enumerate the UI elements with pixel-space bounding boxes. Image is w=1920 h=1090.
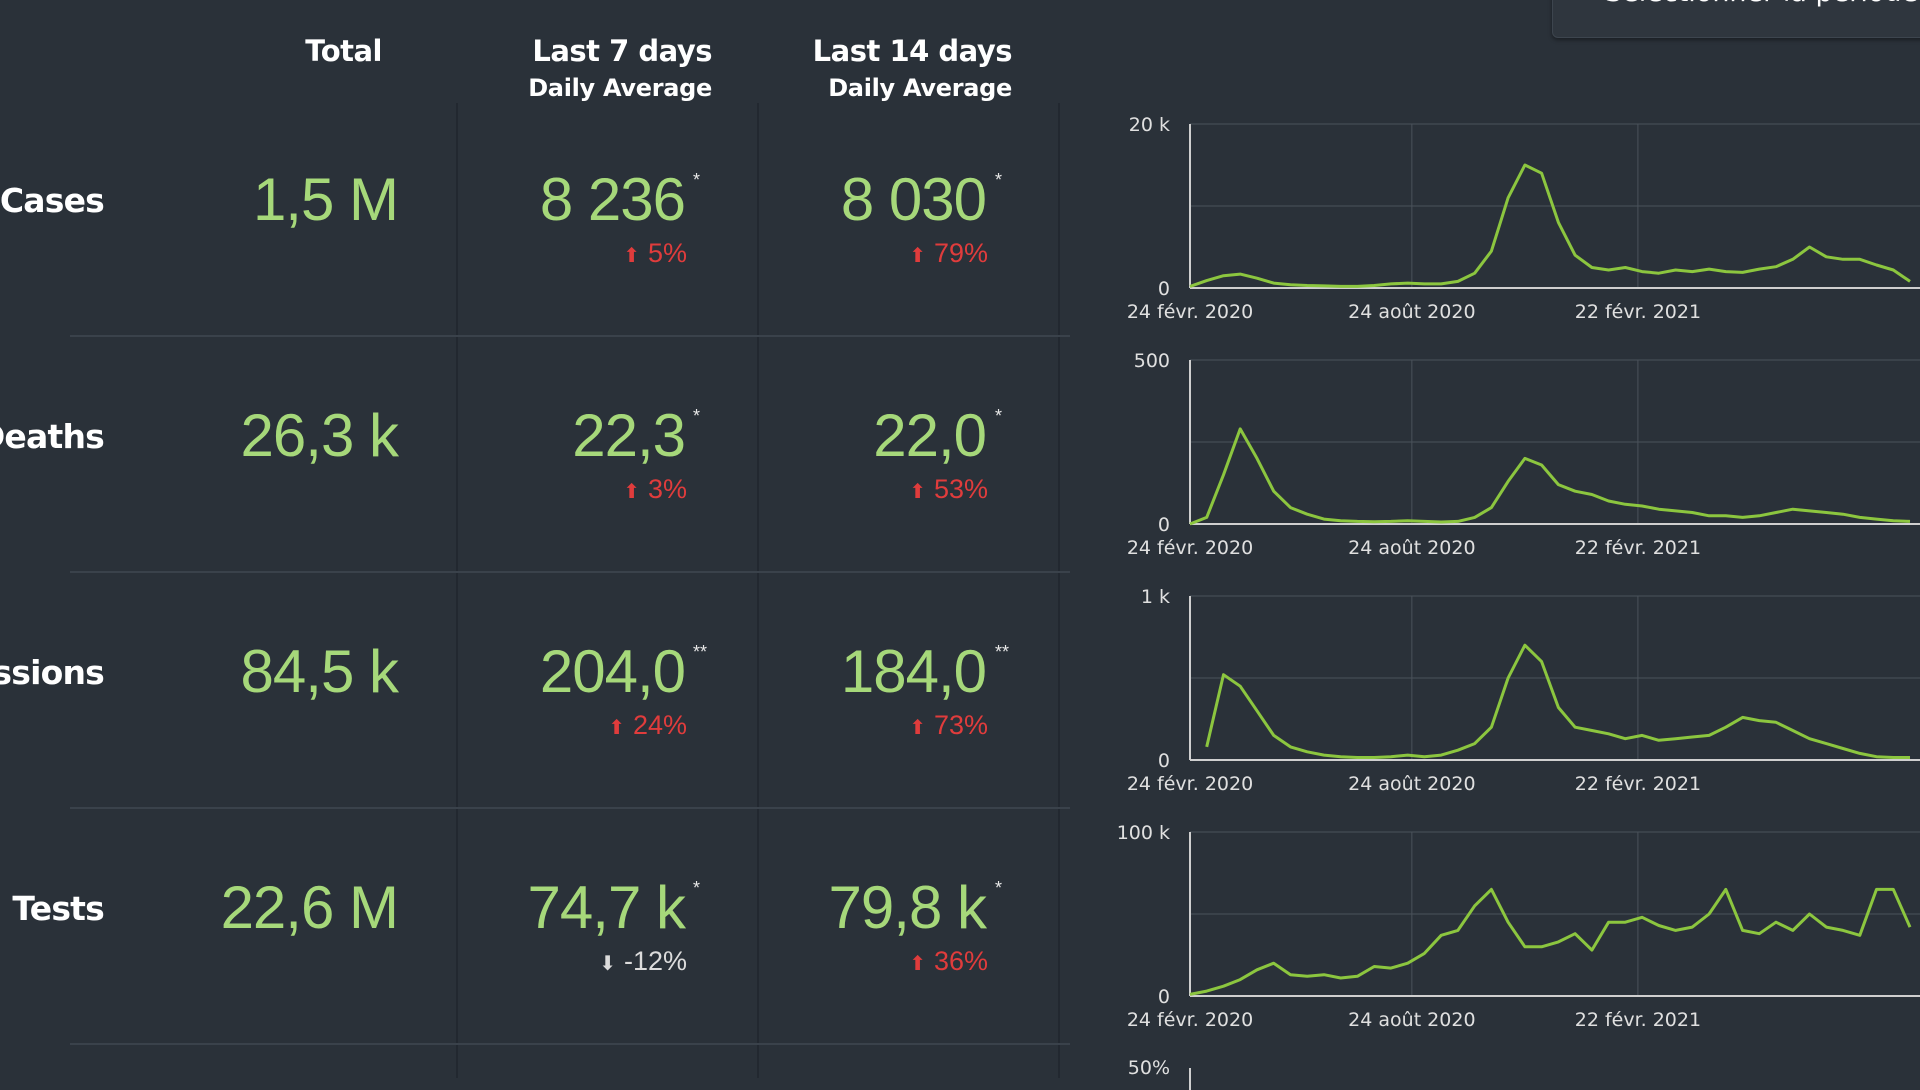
row-divider	[70, 335, 1070, 337]
x-tick-label: 24 août 2020	[1348, 537, 1475, 559]
arrow-up-icon: ⬆	[909, 481, 926, 503]
column-divider	[1058, 103, 1060, 1078]
x-tick-label: 24 févr. 2020	[1127, 1009, 1253, 1031]
avg14-change-text: 79%	[933, 238, 988, 268]
avg14-footnote-mark: *	[995, 406, 1003, 426]
avg7-value: 204,0	[539, 638, 686, 705]
y-tick-label: 0	[1158, 986, 1170, 1008]
row-divider	[70, 571, 1070, 573]
avg14-change-text: 53%	[933, 474, 988, 504]
row-label: Cases	[0, 181, 105, 220]
avg14-value: 184,0	[840, 638, 987, 705]
x-tick-label: 22 févr. 2021	[1575, 1009, 1701, 1031]
row-divider	[70, 807, 1070, 809]
avg14-change: ⬆ 53%	[909, 474, 988, 505]
x-tick-label: 22 févr. 2021	[1575, 773, 1701, 795]
x-tick-label: 24 août 2020	[1348, 773, 1475, 795]
trend-chart: 500 024 févr. 2020 24 août 2020 22 févr. 20…	[1127, 350, 1920, 559]
y-tick-label: 1 k	[1141, 586, 1170, 608]
trend-chart: 20 k 024 févr. 2020 24 août 2020 22 févr. 2…	[1127, 114, 1920, 323]
y-tick-label: 20 k	[1129, 114, 1170, 136]
avg14-value: 79,8 k	[828, 874, 987, 941]
total-value: 84,5 k	[240, 638, 399, 705]
arrow-up-icon: ⬆	[909, 953, 926, 975]
avg14-change-text: 73%	[933, 710, 988, 740]
x-tick-label: 24 août 2020	[1348, 301, 1475, 323]
y-tick-label: 50%	[1128, 1057, 1170, 1079]
column-divider	[757, 103, 759, 1078]
total-value: 1,5 M	[252, 166, 399, 233]
y-tick-label: 0	[1158, 750, 1170, 772]
avg14-change: ⬆ 79%	[909, 238, 988, 269]
x-tick-label: 24 févr. 2020	[1127, 301, 1253, 323]
y-tick-label: 0	[1158, 514, 1170, 536]
row-label: Tests	[12, 889, 104, 928]
avg7-change: ⬆ 24%	[608, 710, 687, 741]
total-value: 26,3 k	[240, 402, 399, 469]
avg14-value: 22,0	[873, 402, 987, 469]
avg7-change: ⬆ 5%	[623, 238, 687, 269]
avg7-footnote-mark: *	[693, 170, 701, 190]
header-total: Total	[260, 34, 382, 68]
y-tick-label: 100 k	[1117, 822, 1170, 844]
header-last14-sub: Daily Average	[828, 74, 1012, 102]
arrow-up-icon: ⬆	[909, 245, 926, 267]
column-divider	[456, 103, 458, 1078]
x-tick-label: 24 août 2020	[1348, 1009, 1475, 1031]
avg7-change-text: 3%	[647, 474, 687, 504]
total-value: 22,6 M	[220, 874, 399, 941]
arrow-up-icon: ⬆	[608, 717, 625, 739]
trend-chart: 100 k 024 févr. 2020 24 août 2020 22 févr. …	[1117, 822, 1920, 1031]
avg14-change-text: 36%	[933, 946, 988, 976]
x-tick-label: 22 févr. 2021	[1575, 537, 1701, 559]
y-tick-label: 500	[1134, 350, 1170, 372]
avg7-change-text: -12%	[623, 946, 687, 976]
arrow-down-icon: ⬇	[599, 953, 616, 975]
period-select-label: Sélectionner la période	[1605, 0, 1918, 8]
next-chart-partial: 50%	[1128, 1057, 1191, 1090]
avg7-change: ⬆ 3%	[623, 474, 687, 505]
series-line	[1189, 427, 1911, 526]
arrow-up-icon: ⬆	[623, 245, 640, 267]
series-line	[1189, 163, 1911, 288]
avg7-footnote-mark: *	[693, 878, 701, 898]
header-last7-label: Last 7 days	[532, 34, 712, 68]
avg7-change-text: 24%	[632, 710, 687, 740]
avg7-value: 74,7 k	[527, 874, 686, 941]
avg7-footnote-mark: *	[693, 406, 701, 426]
avg7-change-text: 5%	[647, 238, 687, 268]
y-tick-label: 0	[1158, 278, 1170, 300]
series-line	[1189, 887, 1912, 996]
x-tick-label: 24 févr. 2020	[1127, 773, 1253, 795]
arrow-up-icon: ⬆	[909, 717, 926, 739]
header-last7: Last 7 days Daily Average	[480, 34, 712, 102]
header-total-label: Total	[305, 34, 382, 68]
avg7-value: 8 236	[539, 166, 686, 233]
avg14-footnote-mark: *	[995, 170, 1003, 190]
x-tick-label: 22 févr. 2021	[1575, 301, 1701, 323]
trend-chart: 1 k 024 févr. 2020 24 août 2020 22 févr. 20…	[1127, 586, 1920, 795]
avg14-value: 8 030	[840, 166, 987, 233]
avg14-footnote-mark: *	[995, 878, 1003, 898]
series-line	[1205, 643, 1910, 759]
header-last7-sub: Daily Average	[528, 74, 712, 102]
header-last14-label: Last 14 days	[812, 34, 1013, 68]
avg14-change: ⬆ 73%	[909, 710, 988, 741]
avg7-change: ⬇ -12%	[599, 946, 687, 977]
row-label: Deaths	[0, 417, 105, 456]
row-label: issions	[0, 653, 105, 692]
avg7-value: 22,3	[572, 402, 686, 469]
avg14-change: ⬆ 36%	[909, 946, 988, 977]
header-last14: Last 14 days Daily Average	[780, 34, 1013, 102]
avg7-footnote-mark: **	[693, 642, 708, 662]
avg14-footnote-mark: **	[995, 642, 1010, 662]
arrow-up-icon: ⬆	[623, 481, 640, 503]
period-select-button[interactable]: Sélectionner la période	[1552, 0, 1920, 38]
row-divider	[70, 1043, 1070, 1045]
x-tick-label: 24 févr. 2020	[1127, 537, 1253, 559]
